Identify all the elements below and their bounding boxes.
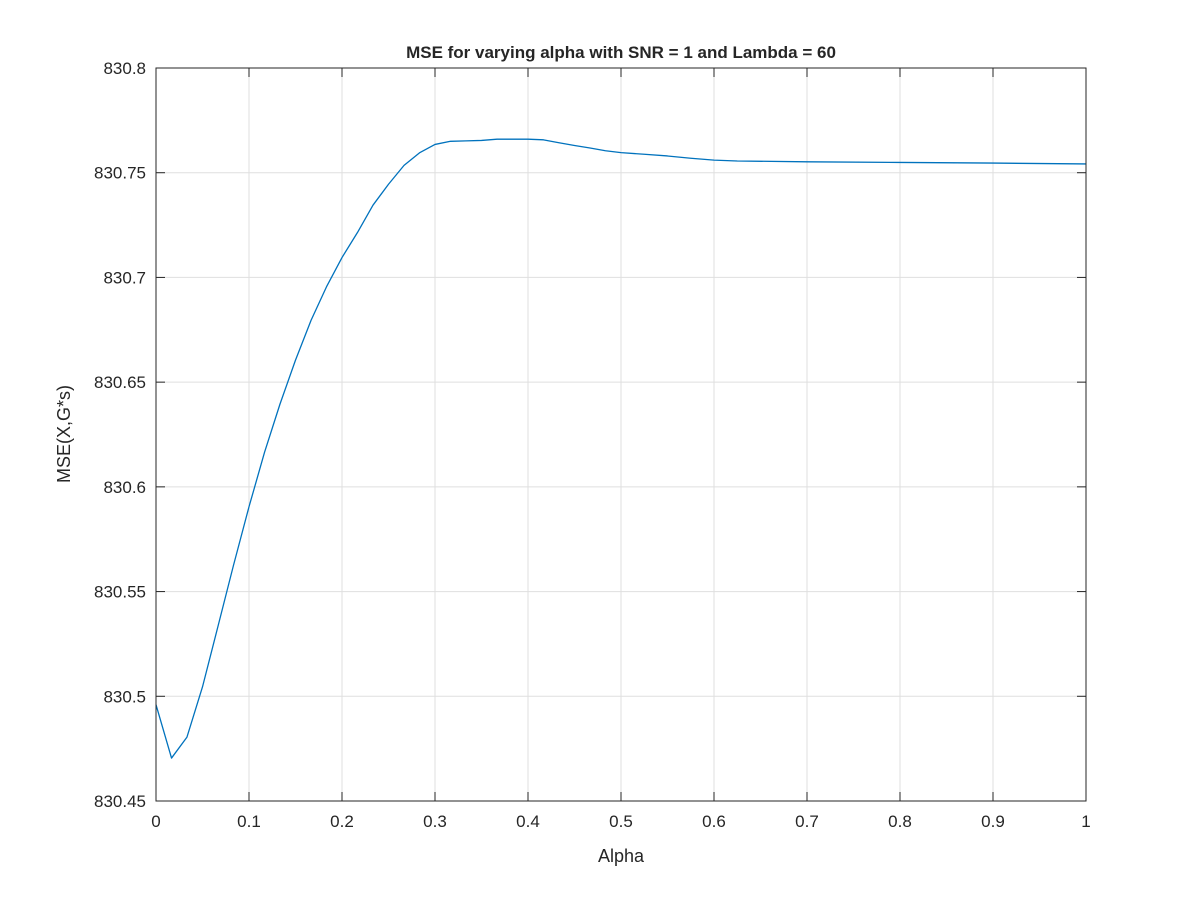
x-tick-label: 0 <box>151 812 160 831</box>
x-axis-label: Alpha <box>598 846 645 866</box>
series-lines <box>155 138 1087 759</box>
y-axis-label: MSE(X,G*s) <box>54 385 74 483</box>
x-tick-label: 0.1 <box>237 812 261 831</box>
x-tick-label: 0.6 <box>702 812 726 831</box>
x-tick-label: 0.4 <box>516 812 540 831</box>
x-tick-label: 0.8 <box>888 812 912 831</box>
y-tick-label: 830.45 <box>94 792 146 811</box>
y-tick-label: 830.75 <box>94 164 146 183</box>
x-tick-label: 0.3 <box>423 812 447 831</box>
series-line <box>155 138 1087 759</box>
y-tick-label: 830.55 <box>94 583 146 602</box>
x-tick-labels: 0 0.1 0.2 0.3 0.4 0.5 0.6 0.7 0.8 0.9 1 <box>151 812 1090 831</box>
y-tick-label: 830.7 <box>103 268 146 287</box>
y-tick-label: 830.65 <box>94 373 146 392</box>
x-tick-label: 0.2 <box>330 812 354 831</box>
x-tick-label: 1 <box>1081 812 1090 831</box>
y-tick-labels: 830.45 830.5 830.55 830.6 830.65 830.7 830.75 8… <box>94 59 146 811</box>
chart-title: MSE for varying alpha with SNR = 1 and L… <box>406 43 836 62</box>
y-tick-label: 830.6 <box>103 478 146 497</box>
x-tick-label: 0.9 <box>981 812 1005 831</box>
y-tick-label: 830.5 <box>103 687 146 706</box>
x-tick-label: 0.7 <box>795 812 819 831</box>
axis-ticks <box>155 67 1087 802</box>
y-tick-label: 830.8 <box>103 59 146 78</box>
x-tick-label: 0.5 <box>609 812 633 831</box>
